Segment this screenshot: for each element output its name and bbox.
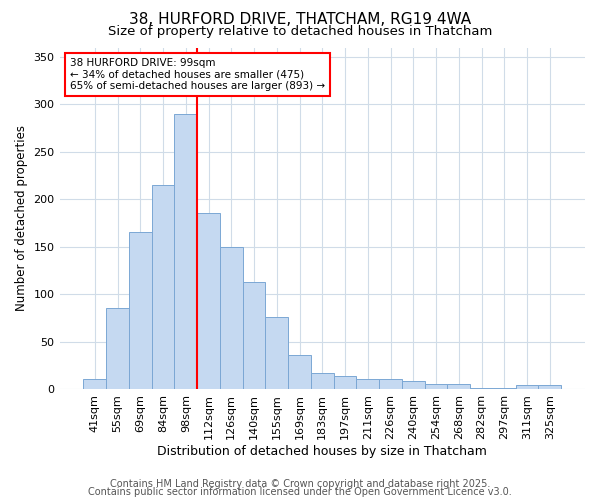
Bar: [448, 384, 470, 389]
Bar: [311, 373, 334, 389]
Bar: [129, 232, 152, 389]
Bar: [288, 355, 311, 389]
Bar: [175, 114, 197, 389]
Bar: [242, 282, 265, 389]
Text: Contains public sector information licensed under the Open Government Licence v3: Contains public sector information licen…: [88, 487, 512, 497]
Text: 38 HURFORD DRIVE: 99sqm
← 34% of detached houses are smaller (475)
65% of semi-d: 38 HURFORD DRIVE: 99sqm ← 34% of detache…: [70, 58, 325, 91]
Bar: [265, 317, 288, 389]
Bar: [220, 246, 242, 389]
Y-axis label: Number of detached properties: Number of detached properties: [15, 125, 28, 311]
Text: Contains HM Land Registry data © Crown copyright and database right 2025.: Contains HM Land Registry data © Crown c…: [110, 479, 490, 489]
Bar: [106, 308, 129, 389]
Text: Size of property relative to detached houses in Thatcham: Size of property relative to detached ho…: [108, 25, 492, 38]
Bar: [538, 385, 561, 389]
Bar: [197, 214, 220, 389]
Bar: [83, 380, 106, 389]
Bar: [515, 385, 538, 389]
Bar: [425, 384, 448, 389]
Text: 38, HURFORD DRIVE, THATCHAM, RG19 4WA: 38, HURFORD DRIVE, THATCHAM, RG19 4WA: [129, 12, 471, 28]
Bar: [402, 382, 425, 389]
X-axis label: Distribution of detached houses by size in Thatcham: Distribution of detached houses by size …: [157, 444, 487, 458]
Bar: [356, 378, 379, 389]
Bar: [334, 376, 356, 389]
Bar: [470, 388, 493, 389]
Bar: [493, 388, 515, 389]
Bar: [152, 185, 175, 389]
Bar: [379, 380, 402, 389]
